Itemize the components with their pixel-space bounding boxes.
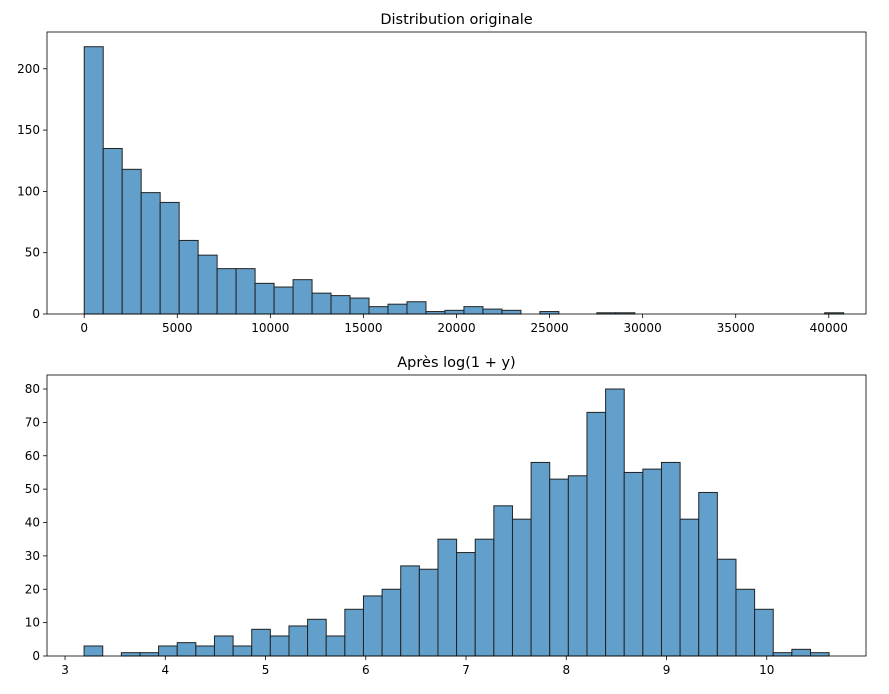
x-tick-label: 30000	[624, 321, 662, 335]
histogram-bar	[178, 239, 199, 315]
y-tick-label: 50	[25, 482, 40, 496]
subplot-2: 3 4 5 6 7 8 9 10 0 10 20 30 40 50 60 70 80 Après log(1 + …	[25, 355, 867, 677]
histogram-bar	[251, 628, 271, 657]
histogram-bar	[549, 478, 569, 657]
x-tick-label: 7	[462, 663, 470, 677]
x-tick-label: 20000	[437, 321, 475, 335]
histogram-bar	[269, 635, 290, 657]
histogram-bar	[400, 565, 420, 657]
y-tick-label: 40	[25, 516, 40, 530]
chart-title: Après log(1 + y)	[397, 355, 515, 371]
y-tick-label: 70	[25, 415, 40, 429]
y-tick-label: 150	[17, 123, 40, 137]
x-tick-label: 40000	[810, 321, 848, 335]
histogram-bar	[605, 388, 625, 657]
histogram-bar	[567, 475, 588, 657]
histogram-bar	[586, 411, 607, 657]
histogram-bar	[288, 625, 309, 657]
histogram-bar	[809, 652, 830, 657]
histogram-bar	[292, 279, 313, 315]
histogram-bar	[195, 645, 215, 657]
histogram-bar	[176, 642, 197, 657]
chart-title: Distribution originale	[380, 12, 532, 28]
histogram-bar	[679, 518, 700, 657]
histogram-bar	[482, 308, 503, 315]
histogram-bar	[254, 282, 275, 315]
axes-frame	[46, 374, 867, 657]
histogram-bar	[463, 306, 484, 315]
x-tick-label: 8	[562, 663, 570, 677]
y-tick-label: 0	[32, 649, 40, 663]
histogram-bar	[698, 491, 718, 657]
histogram-bar	[232, 645, 253, 657]
histogram-bar	[330, 295, 351, 315]
histogram-bar	[501, 309, 522, 315]
histogram-bar	[102, 147, 123, 315]
histogram-bar	[121, 168, 142, 315]
histogram-bar	[772, 652, 793, 657]
x-tick-label: 3	[61, 663, 69, 677]
histogram-bar	[511, 518, 532, 657]
histogram-bar	[387, 303, 408, 315]
y-tick-label: 30	[25, 549, 40, 563]
x-tick-label: 35000	[717, 321, 755, 335]
histogram-bar	[406, 301, 427, 315]
histogram-bar	[530, 461, 551, 657]
histogram-bar	[735, 588, 756, 657]
histogram-bar	[140, 192, 161, 315]
y-tick-label: 20	[25, 582, 40, 596]
histogram-bar	[623, 471, 644, 657]
histogram-bar	[437, 538, 458, 657]
histogram-bar	[307, 618, 327, 657]
y-tick-label: 80	[25, 382, 40, 396]
x-tick-label: 10	[759, 663, 774, 677]
y-tick-label: 200	[17, 62, 40, 76]
histogram-bar	[139, 652, 160, 657]
subplot-1: 0 5000 10000 15000 20000 25000 30000 35000 40000…	[17, 12, 867, 335]
y-tick-label: 50	[25, 246, 40, 260]
x-tick-label: 5000	[162, 321, 193, 335]
histogram-bar	[235, 268, 256, 315]
histogram-bar	[120, 652, 141, 657]
histogram-bar	[344, 608, 364, 657]
histogram-bar	[418, 568, 439, 657]
histogram-bar	[213, 635, 234, 657]
histogram-bar	[660, 461, 681, 657]
histogram-bar	[368, 306, 389, 315]
x-tick-label: 6	[362, 663, 370, 677]
histogram-bar	[381, 588, 402, 657]
histogram-bar	[362, 595, 383, 657]
histogram-bar	[444, 309, 465, 315]
histogram-bar	[493, 505, 513, 657]
x-tick-label: 25000	[530, 321, 568, 335]
x-tick-label: 15000	[344, 321, 382, 335]
histogram-bar	[349, 297, 370, 315]
histogram-bar	[311, 292, 332, 315]
histogram-bar	[159, 201, 180, 315]
histogram-bar	[273, 286, 294, 315]
x-tick-label: 10000	[251, 321, 289, 335]
histogram-bar	[754, 608, 774, 657]
histogram-bar	[642, 468, 662, 657]
y-tick-label: 10	[25, 616, 40, 630]
histogram-bar	[83, 46, 104, 315]
x-tick-label: 9	[663, 663, 671, 677]
histogram-bar	[716, 558, 737, 657]
histogram-bar	[791, 648, 811, 657]
y-tick-label: 60	[25, 449, 40, 463]
histogram-bar	[456, 552, 476, 657]
histogram-bar	[158, 645, 178, 657]
y-tick-label: 0	[32, 307, 40, 321]
histogram-bar	[325, 635, 346, 657]
histogram-bar	[474, 538, 495, 657]
y-tick-label: 100	[17, 184, 40, 198]
x-tick-label: 0	[80, 321, 88, 335]
x-tick-label: 4	[161, 663, 169, 677]
histogram-bar	[216, 268, 237, 315]
x-tick-label: 5	[262, 663, 270, 677]
histogram-bar	[83, 645, 104, 657]
histogram-bar	[197, 254, 218, 315]
